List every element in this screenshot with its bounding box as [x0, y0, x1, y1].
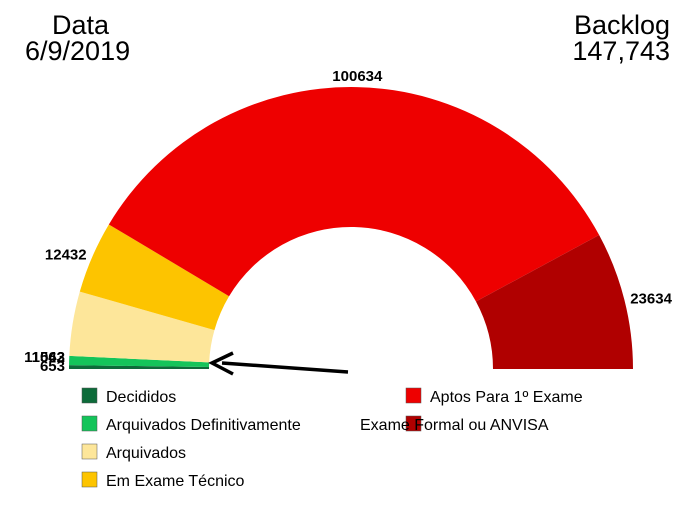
legend-swatch-aptos-para-1-exame	[406, 388, 421, 403]
legend-swatch-em-exame-tecnico	[82, 472, 97, 487]
legend-label-aptos-para-1-exame: Aptos Para 1º Exame	[430, 389, 583, 406]
legend-label-arquivados: Arquivados	[106, 445, 186, 462]
arrow-annotation	[212, 353, 348, 374]
chart-legend: Decididos Arquivados Definitivamente Arqui…	[82, 388, 583, 490]
legend-swatch-arquivados-definitivamente	[82, 416, 97, 431]
legend-label-decididos: Decididos	[106, 389, 176, 406]
legend-swatch-decididos	[82, 388, 97, 403]
legend-label-exame-formal-ou-anvisa: Exame Formal ou ANVISA	[360, 417, 549, 434]
data-label-em-exame-tecnico: 12432	[45, 247, 87, 264]
legend-swatch-arquivados	[82, 444, 97, 459]
data-label-arquivados: 11043	[24, 349, 65, 366]
chart-slices	[69, 87, 633, 369]
data-label-aptos-para-1-exame: 100634	[332, 68, 383, 85]
legend-label-arquivados-definitivamente: Arquivados Definitivamente	[106, 417, 301, 434]
legend-label-em-exame-tecnico: Em Exame Técnico	[106, 473, 245, 490]
data-label-exame-formal-ou-anvisa: 23634	[630, 290, 672, 307]
